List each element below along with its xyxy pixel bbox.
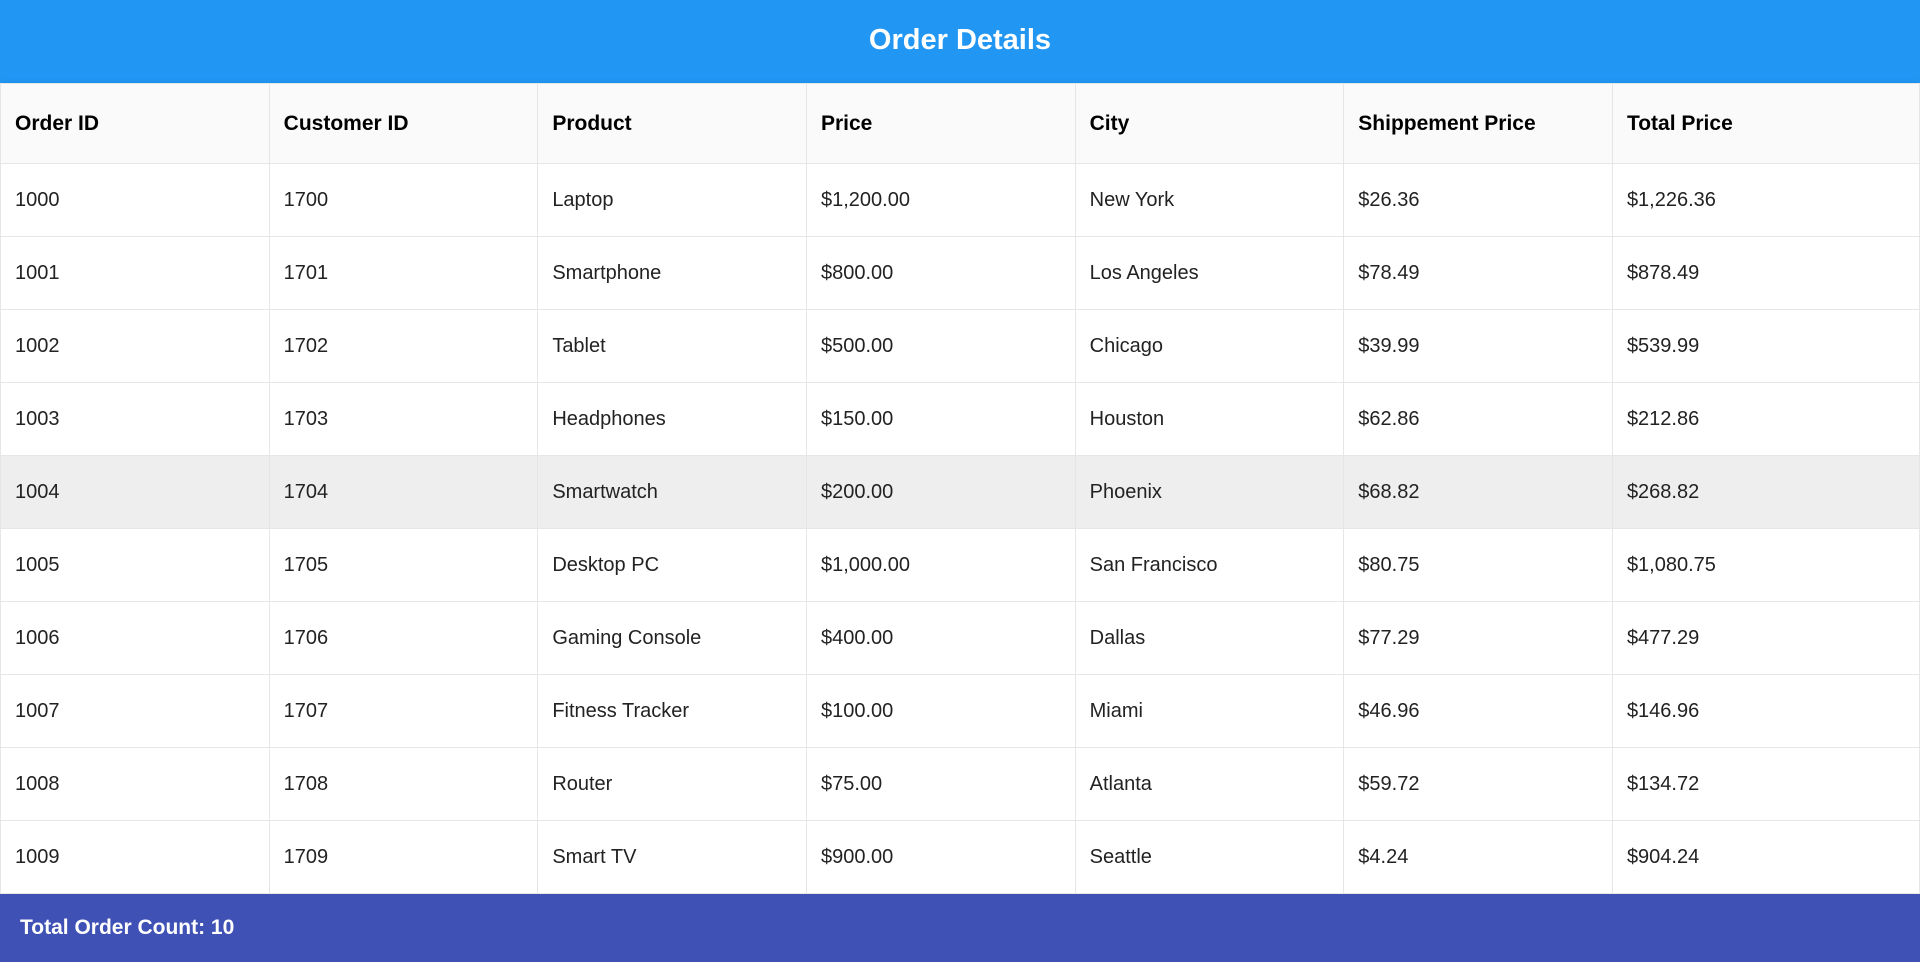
- table-cell: Smartphone: [538, 237, 807, 310]
- table-cell: Smartwatch: [538, 456, 807, 529]
- orders-table-head-row: Order IDCustomer IDProductPriceCityShipp…: [1, 84, 1920, 164]
- table-cell: $1,226.36: [1612, 164, 1919, 237]
- table-cell: $39.99: [1344, 310, 1613, 383]
- column-header[interactable]: Price: [806, 84, 1075, 164]
- table-cell: $400.00: [806, 602, 1075, 675]
- table-cell: Fitness Tracker: [538, 675, 807, 748]
- orders-table: Order IDCustomer IDProductPriceCityShipp…: [0, 83, 1920, 894]
- table-cell: 1704: [269, 456, 538, 529]
- table-cell: 1005: [1, 529, 270, 602]
- table-cell: $26.36: [1344, 164, 1613, 237]
- table-cell: Smart TV: [538, 821, 807, 894]
- orders-footer: Total Order Count: 10: [0, 894, 1920, 962]
- table-cell: Phoenix: [1075, 456, 1344, 529]
- table-cell: Chicago: [1075, 310, 1344, 383]
- table-cell: $200.00: [806, 456, 1075, 529]
- table-row[interactable]: 10081708Router$75.00Atlanta$59.72$134.72: [1, 748, 1920, 821]
- table-cell: $100.00: [806, 675, 1075, 748]
- table-cell: $77.29: [1344, 602, 1613, 675]
- table-cell: Desktop PC: [538, 529, 807, 602]
- table-cell: 1700: [269, 164, 538, 237]
- table-cell: $146.96: [1612, 675, 1919, 748]
- column-header[interactable]: Total Price: [1612, 84, 1919, 164]
- table-row[interactable]: 10091709Smart TV$900.00Seattle$4.24$904.…: [1, 821, 1920, 894]
- table-cell: $878.49: [1612, 237, 1919, 310]
- table-cell: $1,080.75: [1612, 529, 1919, 602]
- table-row[interactable]: 10061706Gaming Console$400.00Dallas$77.2…: [1, 602, 1920, 675]
- table-cell: Dallas: [1075, 602, 1344, 675]
- orders-table-wrap: Order IDCustomer IDProductPriceCityShipp…: [0, 83, 1920, 894]
- table-cell: 1001: [1, 237, 270, 310]
- table-cell: Tablet: [538, 310, 807, 383]
- page-title: Order Details: [869, 24, 1051, 56]
- table-cell: Atlanta: [1075, 748, 1344, 821]
- table-row[interactable]: 10001700Laptop$1,200.00New York$26.36$1,…: [1, 164, 1920, 237]
- table-cell: $78.49: [1344, 237, 1613, 310]
- table-cell: Gaming Console: [538, 602, 807, 675]
- page-header: Order Details: [0, 0, 1920, 83]
- column-header[interactable]: City: [1075, 84, 1344, 164]
- table-cell: 1706: [269, 602, 538, 675]
- table-cell: 1708: [269, 748, 538, 821]
- table-cell: $800.00: [806, 237, 1075, 310]
- table-row[interactable]: 10071707Fitness Tracker$100.00Miami$46.9…: [1, 675, 1920, 748]
- table-row[interactable]: 10051705Desktop PC$1,000.00San Francisco…: [1, 529, 1920, 602]
- table-cell: 1007: [1, 675, 270, 748]
- table-cell: $62.86: [1344, 383, 1613, 456]
- table-cell: 1004: [1, 456, 270, 529]
- table-cell: $900.00: [806, 821, 1075, 894]
- table-cell: 1701: [269, 237, 538, 310]
- table-cell: Router: [538, 748, 807, 821]
- table-cell: $904.24: [1612, 821, 1919, 894]
- table-cell: $59.72: [1344, 748, 1613, 821]
- table-cell: 1707: [269, 675, 538, 748]
- orders-footer-label: Total Order Count: 10: [20, 916, 234, 939]
- table-cell: 1002: [1, 310, 270, 383]
- table-cell: $75.00: [806, 748, 1075, 821]
- table-cell: New York: [1075, 164, 1344, 237]
- table-cell: $80.75: [1344, 529, 1613, 602]
- table-cell: $477.29: [1612, 602, 1919, 675]
- table-cell: 1705: [269, 529, 538, 602]
- table-cell: 1703: [269, 383, 538, 456]
- column-header[interactable]: Shippement Price: [1344, 84, 1613, 164]
- table-cell: $539.99: [1612, 310, 1919, 383]
- table-cell: Los Angeles: [1075, 237, 1344, 310]
- orders-table-head: Order IDCustomer IDProductPriceCityShipp…: [1, 84, 1920, 164]
- table-cell: $4.24: [1344, 821, 1613, 894]
- table-cell: Miami: [1075, 675, 1344, 748]
- table-row[interactable]: 10031703Headphones$150.00Houston$62.86$2…: [1, 383, 1920, 456]
- table-cell: $1,000.00: [806, 529, 1075, 602]
- column-header[interactable]: Customer ID: [269, 84, 538, 164]
- table-cell: $46.96: [1344, 675, 1613, 748]
- table-cell: 1003: [1, 383, 270, 456]
- table-cell: 1000: [1, 164, 270, 237]
- table-row[interactable]: 10021702Tablet$500.00Chicago$39.99$539.9…: [1, 310, 1920, 383]
- table-cell: $1,200.00: [806, 164, 1075, 237]
- table-cell: 1702: [269, 310, 538, 383]
- table-cell: Headphones: [538, 383, 807, 456]
- column-header[interactable]: Product: [538, 84, 807, 164]
- table-cell: 1709: [269, 821, 538, 894]
- table-cell: Seattle: [1075, 821, 1344, 894]
- table-cell: $268.82: [1612, 456, 1919, 529]
- table-cell: Laptop: [538, 164, 807, 237]
- table-cell: 1009: [1, 821, 270, 894]
- table-cell: 1008: [1, 748, 270, 821]
- table-cell: $212.86: [1612, 383, 1919, 456]
- table-row[interactable]: 10011701Smartphone$800.00Los Angeles$78.…: [1, 237, 1920, 310]
- table-cell: $500.00: [806, 310, 1075, 383]
- table-cell: $134.72: [1612, 748, 1919, 821]
- table-row[interactable]: 10041704Smartwatch$200.00Phoenix$68.82$2…: [1, 456, 1920, 529]
- table-cell: 1006: [1, 602, 270, 675]
- table-cell: Houston: [1075, 383, 1344, 456]
- table-cell: San Francisco: [1075, 529, 1344, 602]
- orders-table-body: 10001700Laptop$1,200.00New York$26.36$1,…: [1, 164, 1920, 894]
- column-header[interactable]: Order ID: [1, 84, 270, 164]
- table-cell: $150.00: [806, 383, 1075, 456]
- table-cell: $68.82: [1344, 456, 1613, 529]
